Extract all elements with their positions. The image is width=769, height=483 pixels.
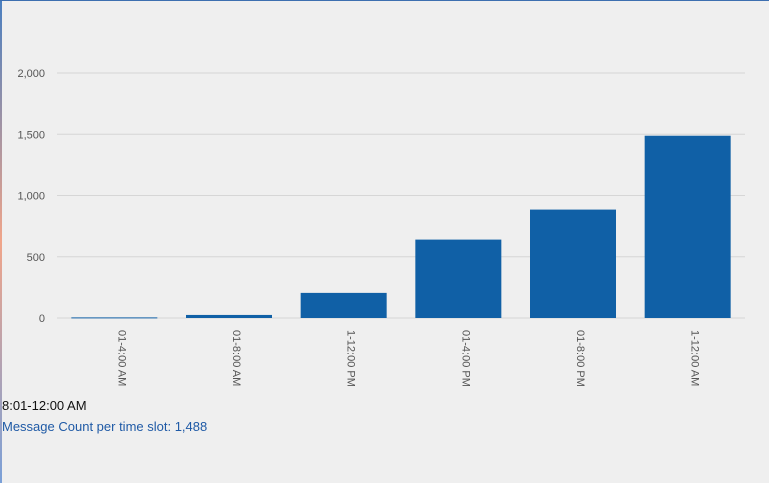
bar-chart: 0 500 1,000 1,500 2,000 01-4:00 AM 01-8:00 AM… xyxy=(17,68,745,387)
x-tick-label: 01-8:00 AM xyxy=(230,330,242,386)
bar[interactable] xyxy=(300,292,387,318)
bar[interactable] xyxy=(71,317,158,319)
x-tick-label: 1-12:00 AM xyxy=(689,330,701,386)
bar[interactable] xyxy=(415,239,502,318)
x-tick-label: 01-8:00 PM xyxy=(574,330,586,387)
bar[interactable] xyxy=(644,135,731,318)
tooltip-time-slot: 8:01-12:00 AM xyxy=(2,398,87,413)
x-axis-ticks: 01-4:00 AM 01-8:00 AM 1-12:00 PM 01-4:00 PM… xyxy=(115,330,700,387)
y-axis-ticks: 0 500 1,000 1,500 2,000 xyxy=(17,68,45,325)
bar[interactable] xyxy=(530,209,616,318)
x-tick-label: 1-12:00 PM xyxy=(345,330,357,387)
bars xyxy=(71,135,731,319)
y-tick-label: 500 xyxy=(27,252,45,264)
bar[interactable] xyxy=(186,314,272,318)
y-tick-label: 2,000 xyxy=(17,68,45,80)
window-edge-top xyxy=(0,0,769,1)
y-tick-label: 1,000 xyxy=(17,191,45,203)
tooltip-message-count: Message Count per time slot: 1,488 xyxy=(2,419,208,434)
y-tick-label: 1,500 xyxy=(17,129,45,141)
window-edge-left xyxy=(0,0,2,483)
y-tick-label: 0 xyxy=(39,313,45,325)
gridlines xyxy=(57,72,745,319)
x-tick-label: 01-4:00 AM xyxy=(115,330,127,386)
x-tick-label: 01-4:00 PM xyxy=(459,330,471,387)
